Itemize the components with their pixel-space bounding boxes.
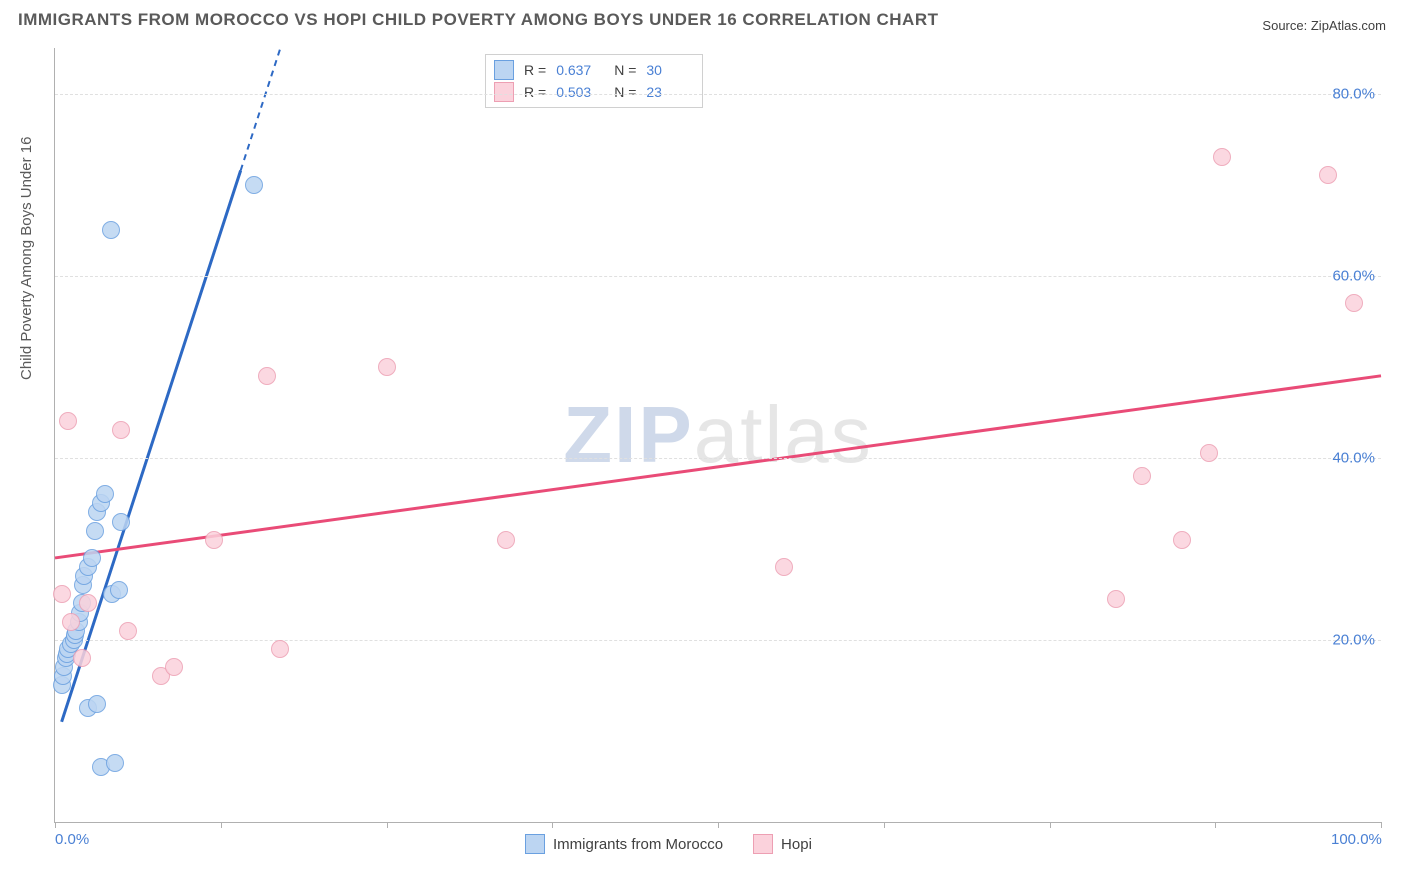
data-point <box>106 754 124 772</box>
y-tick-label: 80.0% <box>1332 85 1375 102</box>
data-point <box>271 640 289 658</box>
y-tick-label: 20.0% <box>1332 631 1375 648</box>
data-point <box>165 658 183 676</box>
x-tick <box>221 822 222 828</box>
data-point <box>102 221 120 239</box>
data-point <box>86 522 104 540</box>
y-tick-label: 60.0% <box>1332 267 1375 284</box>
data-point <box>1213 148 1231 166</box>
data-point <box>112 513 130 531</box>
data-point <box>258 367 276 385</box>
x-tick-label: 0.0% <box>55 831 89 848</box>
data-point <box>1319 166 1337 184</box>
data-point <box>1133 467 1151 485</box>
legend-swatch-hopi <box>753 834 773 854</box>
data-point <box>378 358 396 376</box>
plot-area: ZIPatlas R = 0.637 N = 30 R = 0.503 N = … <box>54 48 1381 823</box>
trend-line-dashed <box>241 48 281 171</box>
legend-label-hopi: Hopi <box>781 836 812 853</box>
x-tick <box>55 822 56 828</box>
data-point <box>96 485 114 503</box>
data-point <box>59 412 77 430</box>
data-point <box>83 549 101 567</box>
data-point <box>775 558 793 576</box>
data-point <box>119 622 137 640</box>
legend-item-morocco: Immigrants from Morocco <box>525 834 723 854</box>
trend-lines-layer <box>55 48 1381 822</box>
chart-title: IMMIGRANTS FROM MOROCCO VS HOPI CHILD PO… <box>18 10 939 30</box>
data-point <box>1173 531 1191 549</box>
x-tick <box>718 822 719 828</box>
data-point <box>1345 294 1363 312</box>
data-point <box>73 649 91 667</box>
x-tick <box>884 822 885 828</box>
gridline <box>55 458 1381 459</box>
x-tick <box>387 822 388 828</box>
x-tick <box>1381 822 1382 828</box>
data-point <box>88 695 106 713</box>
gridline <box>55 276 1381 277</box>
y-tick-label: 40.0% <box>1332 449 1375 466</box>
legend-series: Immigrants from Morocco Hopi <box>525 834 812 854</box>
x-tick <box>1050 822 1051 828</box>
data-point <box>497 531 515 549</box>
x-tick <box>552 822 553 828</box>
gridline <box>55 640 1381 641</box>
data-point <box>62 613 80 631</box>
data-point <box>1200 444 1218 462</box>
legend-swatch-morocco <box>525 834 545 854</box>
data-point <box>79 594 97 612</box>
legend-label-morocco: Immigrants from Morocco <box>553 836 723 853</box>
legend-item-hopi: Hopi <box>753 834 812 854</box>
gridline <box>55 94 1381 95</box>
source-label: Source: <box>1262 18 1307 33</box>
data-point <box>205 531 223 549</box>
source-attribution: Source: ZipAtlas.com <box>1262 18 1386 33</box>
data-point <box>110 581 128 599</box>
x-tick <box>1215 822 1216 828</box>
data-point <box>1107 590 1125 608</box>
x-tick-label: 100.0% <box>1331 831 1382 848</box>
data-point <box>245 176 263 194</box>
source-value: ZipAtlas.com <box>1311 18 1386 33</box>
y-axis-label: Child Poverty Among Boys Under 16 <box>18 137 35 380</box>
data-point <box>112 421 130 439</box>
data-point <box>53 585 71 603</box>
